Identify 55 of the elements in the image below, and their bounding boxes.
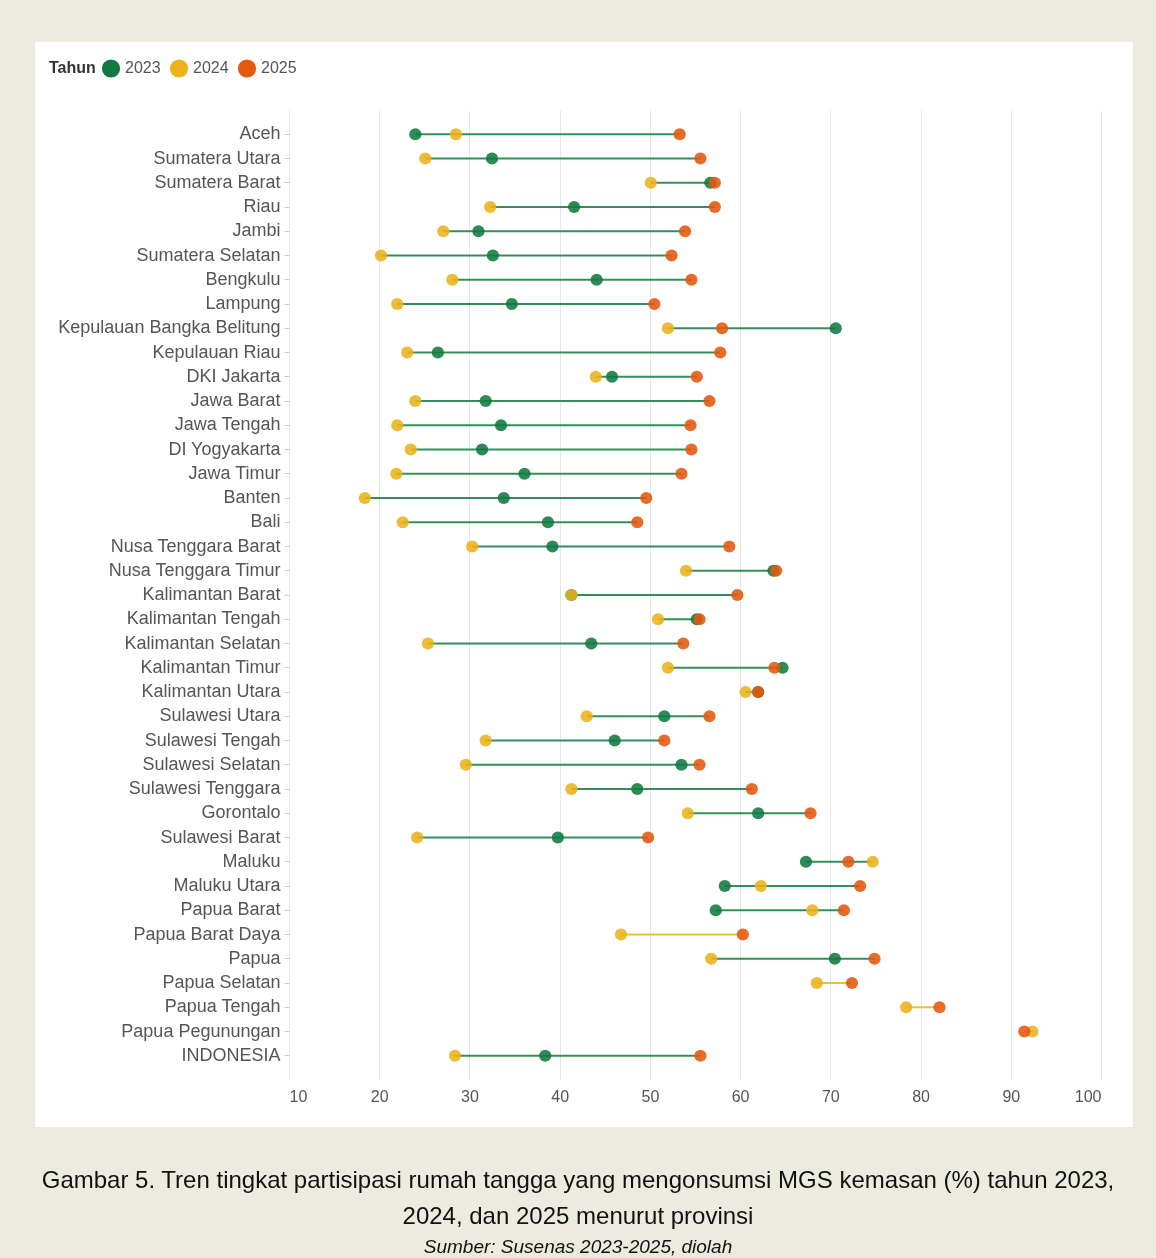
y-tick-label: Papua Pegunungan — [121, 1020, 281, 1041]
y-tick-label: Maluku — [222, 850, 281, 871]
y-tick-label: Papua Selatan — [162, 972, 281, 992]
text: Sumber: Susenas 2023-2025, diolah — [422, 1236, 734, 1258]
y-tick-label: Kalimantan Selatan — [124, 632, 281, 653]
x-tick-label: 50 — [641, 1087, 660, 1105]
y-tick-label: Lampung — [205, 293, 281, 313]
y-tick-label: Sulawesi Tengah — [144, 729, 281, 750]
y-tick-label: Bengkulu — [205, 268, 281, 289]
x-tick-label: 100 — [1074, 1087, 1102, 1105]
x-tick-label: 40 — [551, 1087, 570, 1105]
y-tick-label: Sumatera Selatan — [136, 244, 281, 265]
x-tick-label: 90 — [1002, 1087, 1021, 1105]
legend-title: Tahun — [49, 59, 96, 76]
x-tick-label: 20 — [370, 1087, 389, 1105]
y-tick-label: Sumatera Utara — [153, 147, 282, 168]
y-tick-label: Kalimantan Timur — [140, 656, 281, 677]
y-tick-label: Jawa Barat — [190, 390, 281, 410]
y-tick-label: Papua — [228, 947, 282, 968]
y-tick-label: Bali — [250, 511, 281, 532]
x-tick-label: 70 — [821, 1087, 840, 1105]
y-tick-label: Gorontalo — [201, 802, 281, 823]
y-tick-label: DKI Jakarta — [186, 365, 282, 386]
legend-label: 2023 — [125, 59, 161, 77]
legend-label: 2024 — [193, 59, 229, 77]
y-tick-label: Kalimantan Utara — [141, 681, 282, 701]
y-tick-label: DI Yogyakarta — [168, 438, 282, 459]
y-tick-label: Sulawesi Tenggara — [128, 778, 282, 798]
text: Gambar 5. Tren tingkat partisipasi rumah tangga yang mengonsumsi MGS kemasan (%) tahun 2023, 2024, dan 2025 menurut provinsi — [40, 1165, 1116, 1231]
y-tick-label: Kalimantan Tengah — [126, 608, 281, 629]
x-tick-label: 30 — [461, 1087, 479, 1105]
x-tick-label: 80 — [912, 1087, 931, 1105]
legend-label: 2025 — [261, 59, 297, 77]
y-tick-label: INDONESIA — [181, 1044, 281, 1065]
y-tick-label: Jawa Timur — [188, 462, 281, 483]
y-tick-label: Nusa Tenggara Barat — [110, 535, 281, 556]
y-tick-label: Riau — [243, 196, 281, 216]
y-tick-label: Papua Barat — [180, 899, 281, 920]
y-tick-label: Jambi — [232, 220, 281, 241]
y-tick-label: Sulawesi Barat — [160, 826, 281, 847]
y-tick-label: Papua Barat Daya — [133, 923, 282, 944]
y-tick-label: Maluku Utara — [173, 875, 282, 895]
y-tick-label: Papua Tengah — [164, 996, 281, 1017]
y-tick-label: Banten — [223, 487, 281, 507]
x-tick-label: 60 — [731, 1087, 750, 1105]
y-tick-label: Kalimantan Barat — [142, 584, 281, 604]
y-tick-label: Sulawesi Selatan — [142, 753, 281, 774]
y-tick-label: Aceh — [239, 123, 281, 144]
y-tick-label: Nusa Tenggara Timur — [108, 559, 281, 580]
x-tick-label: 10 — [289, 1087, 308, 1105]
y-tick-label: Sulawesi Utara — [159, 705, 282, 726]
y-tick-label: Jawa Tengah — [174, 414, 281, 435]
y-tick-label: Sumatera Barat — [154, 171, 281, 192]
y-tick-label: Kepulauan Riau — [152, 341, 281, 362]
y-tick-label: Kepulauan Bangka Belitung — [58, 317, 281, 338]
